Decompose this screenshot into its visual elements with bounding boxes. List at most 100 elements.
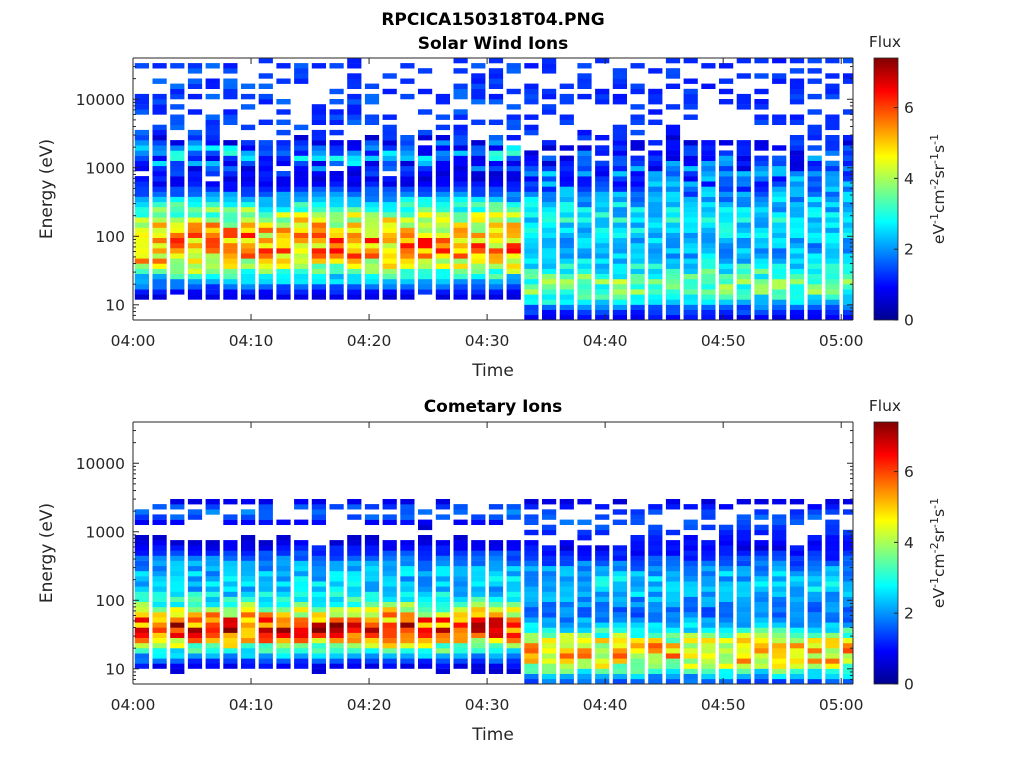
spectrogram-cell (665, 242, 681, 249)
spectrogram-cell (630, 560, 645, 567)
spectrogram-cell (683, 263, 698, 269)
spectrogram-cell (772, 242, 787, 249)
spectrogram-cell (630, 129, 645, 136)
spectrogram-cell (134, 186, 149, 192)
spectrogram-cell (843, 140, 853, 146)
spectrogram-cell (241, 663, 256, 669)
spectrogram-cell (276, 268, 291, 274)
spectrogram-cell (506, 217, 521, 223)
spectrogram-cell (612, 165, 627, 172)
spectrogram-cell (311, 606, 326, 613)
spectrogram-cell (683, 58, 698, 64)
spectrogram-cell (241, 201, 256, 208)
spectrogram-cell (187, 642, 203, 649)
spectrogram-cell (435, 576, 450, 582)
spectrogram-cell (187, 550, 203, 556)
spectrogram-cell (382, 617, 397, 623)
spectrogram-cell (152, 109, 167, 115)
spectrogram-cell (258, 632, 273, 638)
spectrogram-cell (400, 232, 415, 238)
spectrogram-cell (542, 58, 557, 64)
spectrogram-cell (524, 529, 539, 536)
spectrogram-cell (719, 627, 734, 633)
spectrogram-cell (311, 109, 326, 115)
spectrogram-cell (683, 278, 698, 285)
spectrogram-cell (170, 550, 185, 556)
spectrogram-cell (488, 201, 504, 208)
spectrogram-cell (577, 171, 592, 177)
spectrogram-cell (719, 258, 734, 264)
spectrogram-cell (294, 606, 309, 613)
spectrogram-cell (683, 596, 698, 602)
spectrogram-cell (648, 560, 663, 567)
spectrogram-cell (223, 601, 238, 608)
y-tick-label: 10000 (76, 91, 125, 109)
spectrogram-cell (719, 263, 734, 269)
spectrogram-cell (825, 140, 840, 146)
spectrogram-cell (559, 93, 574, 100)
spectrogram-cell (506, 258, 521, 264)
spectrogram-cell (488, 576, 504, 582)
spectrogram-cell (382, 570, 397, 577)
spectrogram-cell (347, 560, 362, 567)
spectrogram-cell (506, 237, 521, 244)
spectrogram-cell (630, 155, 645, 161)
spectrogram-cell (364, 653, 380, 659)
spectrogram-cell (152, 201, 167, 208)
spectrogram-cell (205, 663, 220, 669)
spectrogram-cell (524, 673, 539, 680)
spectrogram-cell (648, 176, 663, 182)
spectrogram-cell (435, 627, 450, 633)
spectrogram-cell (843, 642, 853, 649)
spectrogram-cell (134, 268, 149, 274)
spectrogram-cell (488, 155, 504, 161)
spectrogram-cell (542, 253, 557, 259)
spectrogram-cell (665, 586, 681, 592)
spectrogram-cell (471, 289, 486, 295)
spectrogram-cell (665, 191, 681, 197)
spectrogram-cell (435, 135, 450, 141)
spectrogram-cell (488, 606, 504, 613)
spectrogram-cell (843, 242, 853, 249)
spectrogram-cell (683, 642, 698, 649)
spectrogram-cell (719, 196, 734, 203)
spectrogram-cell (400, 591, 415, 597)
spectrogram-cell (612, 176, 627, 182)
spectrogram-cell (241, 93, 256, 100)
spectrogram-cell (276, 201, 291, 208)
spectrogram-cell (665, 673, 681, 680)
spectrogram-cell (559, 273, 574, 280)
spectrogram-cell (595, 227, 610, 233)
spectrogram-cell (559, 248, 574, 254)
spectrogram-cell (134, 181, 149, 187)
spectrogram-cell (825, 678, 840, 684)
spectrogram-cell (612, 93, 627, 100)
spectrogram-cell (258, 612, 273, 618)
spectrogram-cell (364, 289, 380, 295)
spectrogram-cell (453, 601, 468, 608)
spectrogram-cell (276, 289, 291, 295)
spectrogram-cell (754, 73, 769, 79)
spectrogram-cell (170, 237, 185, 244)
spectrogram-cell (506, 560, 521, 567)
spectrogram-cell (807, 509, 822, 515)
spectrogram-cell (524, 596, 539, 602)
spectrogram-cell (559, 591, 574, 597)
spectrogram-cell (223, 550, 238, 556)
spectrogram-cell (152, 596, 167, 602)
spectrogram-cell (311, 289, 326, 295)
spectrogram-cell (772, 289, 787, 295)
spectrogram-cell (435, 227, 450, 233)
spectrogram-cell (364, 145, 380, 151)
spectrogram-cell (577, 268, 592, 274)
spectrogram-cell (701, 248, 716, 254)
spectrogram-cell (205, 160, 220, 167)
spectrogram-cell (754, 206, 769, 213)
spectrogram-cell (276, 99, 291, 105)
spectrogram-cell (152, 284, 167, 290)
spectrogram-cell (825, 83, 840, 89)
spectrogram-cell (294, 519, 309, 525)
spectrogram-cell (329, 176, 344, 182)
spectrogram-cell (648, 258, 663, 264)
